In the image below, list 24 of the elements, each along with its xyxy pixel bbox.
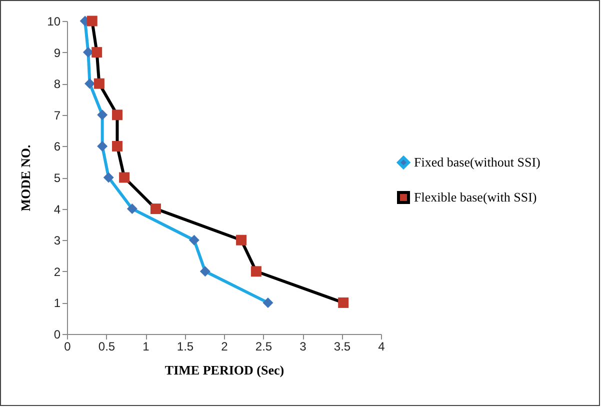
x-tick-label: 4 (378, 340, 386, 354)
x-tick-label: 3 (300, 340, 307, 354)
x-tick-label: 2 (221, 340, 228, 354)
y-tick-label: 1 (54, 296, 61, 310)
y-tick-label: 9 (54, 46, 61, 60)
y-tick-label: 8 (54, 77, 61, 92)
y-tick-label: 5 (54, 171, 61, 185)
y-tick-label: 2 (54, 264, 61, 279)
x-tick-label: 0 (64, 340, 72, 354)
y-tick-label: 4 (54, 202, 61, 216)
x-tick-label: 1 (142, 340, 150, 354)
legend-label: Fixed base(without SSI) (414, 154, 540, 170)
y-tick-label: 6 (54, 140, 61, 154)
x-tick-label: 3.5 (334, 340, 351, 354)
legend-label: Flexible base(with SSI) (414, 190, 537, 204)
y-tick-label: 3 (54, 234, 61, 248)
y-tick-label: 10 (47, 14, 61, 28)
x-axis-title: TIME PERIOD (Sec) (164, 362, 284, 378)
x-tick-label: 2.5 (255, 340, 272, 354)
x-tick-label: 0.5 (98, 340, 116, 354)
y-axis-title: MODE NO. (18, 144, 34, 212)
y-tick-label: 0 (54, 328, 61, 342)
y-tick-label: 7 (54, 108, 61, 122)
x-tick-label: 1.5 (176, 340, 194, 354)
